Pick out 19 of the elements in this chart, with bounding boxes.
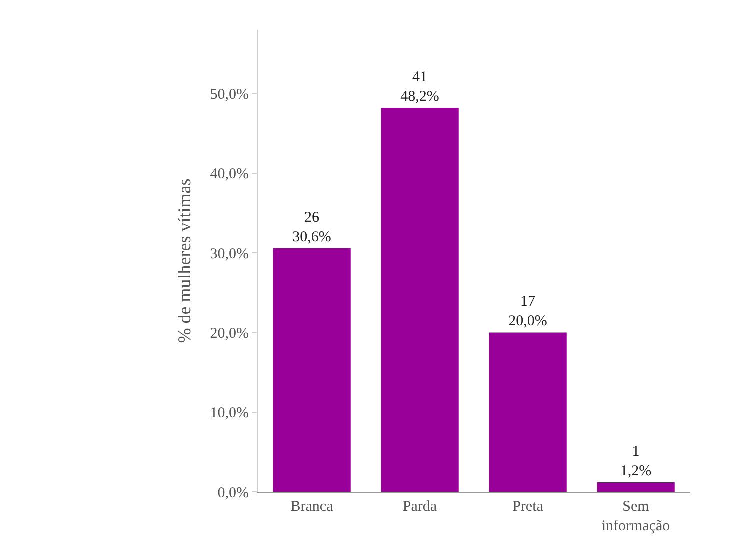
x-tick-label: Preta xyxy=(512,499,544,515)
bar xyxy=(597,482,675,492)
bar xyxy=(381,108,459,492)
x-tick-label: Branca xyxy=(290,499,334,515)
y-axis-title: % de mulheres vítimas xyxy=(174,178,194,344)
data-label: 17 20,0% xyxy=(508,294,548,330)
y-tick-label: 40,0% xyxy=(210,166,249,183)
y-tick-label: 50,0% xyxy=(210,86,249,103)
data-label: 1 1,2% xyxy=(620,444,652,480)
y-tick-label: 30,0% xyxy=(210,246,249,262)
y-tick-label: 10,0% xyxy=(210,406,249,422)
y-tick-label: 20,0% xyxy=(210,326,249,342)
x-tick-label: Parda xyxy=(402,499,438,515)
bar xyxy=(489,332,567,492)
y-tick-label: 0,0% xyxy=(218,485,249,502)
data-label: 41 48,2% xyxy=(400,70,440,106)
bar xyxy=(273,248,351,492)
x-tick-label: Sem informação xyxy=(602,499,670,534)
data-label: 26 30,6% xyxy=(292,210,332,246)
